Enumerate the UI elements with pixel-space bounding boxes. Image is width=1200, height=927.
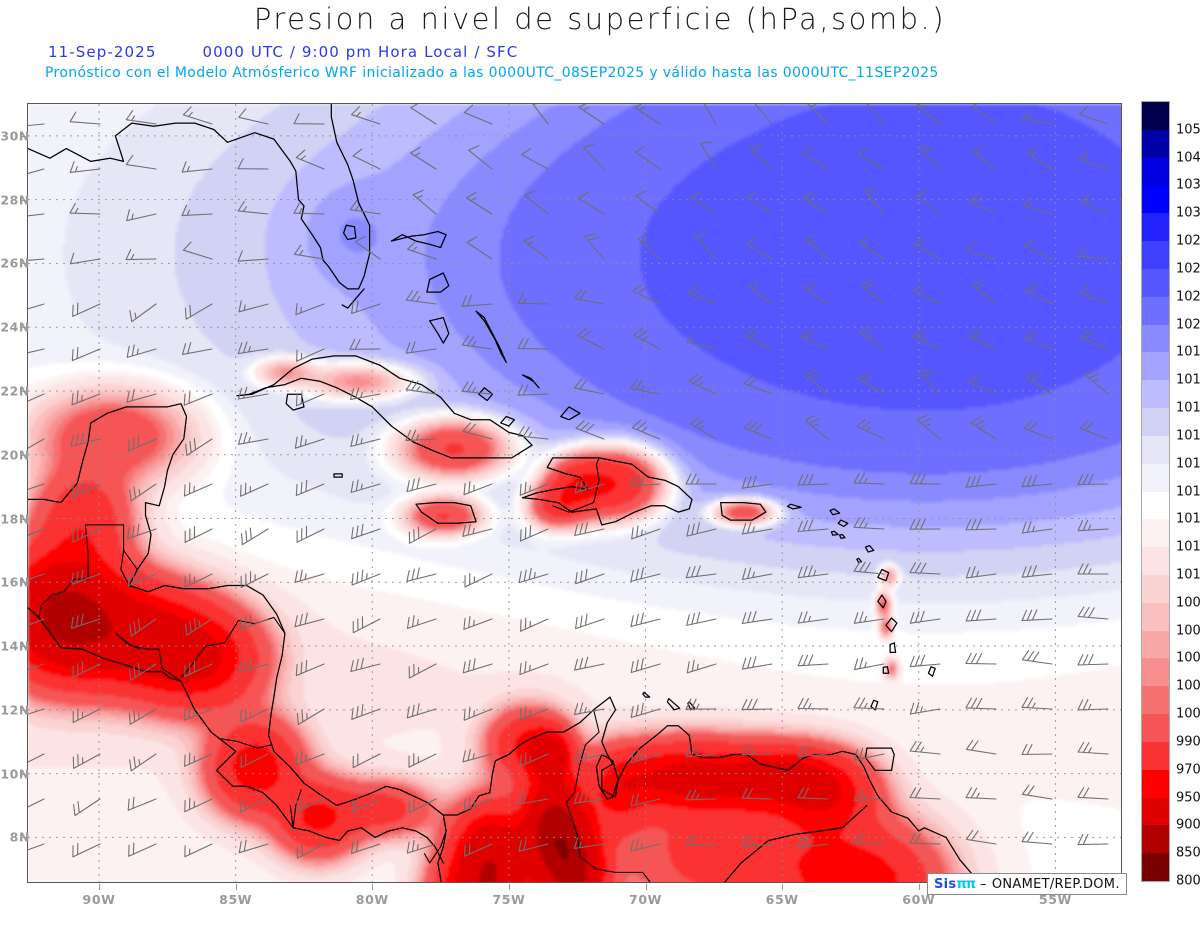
longitude-tick bbox=[372, 884, 373, 890]
colorbar-segment bbox=[1142, 770, 1169, 798]
colorbar-segment bbox=[1142, 603, 1169, 631]
latitude-tick bbox=[21, 263, 27, 264]
colorbar-tick-label: 1035 bbox=[1176, 178, 1200, 193]
colorbar-segment bbox=[1142, 798, 1169, 826]
colorbar-tick-label: 950 bbox=[1176, 790, 1200, 805]
longitude-tick bbox=[236, 884, 237, 890]
longitude-tick bbox=[99, 884, 100, 890]
colorbar-segment bbox=[1142, 158, 1169, 186]
colorbar-tick-label: 1015 bbox=[1176, 456, 1200, 471]
colorbar-segment bbox=[1142, 575, 1169, 603]
colorbar-segment bbox=[1142, 297, 1169, 325]
cycle-time: 0000 UTC / 9:00 pm Hora Local / SFC bbox=[202, 43, 518, 61]
colorbar-segment bbox=[1142, 408, 1169, 436]
colorbar-tick-label: 1028 bbox=[1176, 234, 1200, 249]
colorbar-tick-label: 1000 bbox=[1176, 707, 1200, 722]
pressure-colorbar bbox=[1141, 101, 1170, 882]
colorbar-segment bbox=[1142, 213, 1169, 241]
logo-sis-text: Sis bbox=[934, 877, 956, 892]
latitude-tick bbox=[21, 327, 27, 328]
colorbar-tick-label: 970 bbox=[1176, 762, 1200, 777]
map-plot-area: 30N 28N 26N 24N 22N 20N 18N 16N 14N 12N 10N 8N 90W 8… bbox=[27, 103, 1122, 883]
colorbar-tick-label: 900 bbox=[1176, 818, 1200, 833]
colorbar-segment bbox=[1142, 130, 1169, 158]
longitude-tick-label: 75W bbox=[492, 892, 525, 907]
colorbar-tick-label: 1012 bbox=[1176, 540, 1200, 555]
longitude-tick bbox=[782, 884, 783, 890]
colorbar-tick-label: 1030 bbox=[1176, 206, 1200, 221]
logo-org-text: ONAMET/REP.DOM. bbox=[992, 877, 1120, 892]
longitude-tick bbox=[646, 884, 647, 890]
colorbar-tick-label: 1050 bbox=[1176, 122, 1200, 137]
forecast-date: 11-Sep-2025 bbox=[48, 43, 156, 61]
colorbar-tick-label: 850 bbox=[1176, 846, 1200, 861]
longitude-tick-label: 90W bbox=[83, 892, 116, 907]
colorbar-segment bbox=[1142, 436, 1169, 464]
colorbar-tick-label: 1014 bbox=[1176, 484, 1200, 499]
longitude-tick bbox=[509, 884, 510, 890]
colorbar-tick-label: 1018 bbox=[1176, 373, 1200, 388]
colorbar-tick-label: 1025 bbox=[1176, 261, 1200, 276]
colorbar-segment bbox=[1142, 185, 1169, 213]
colorbar-segment bbox=[1142, 352, 1169, 380]
colorbar-segment bbox=[1142, 519, 1169, 547]
colorbar-segment bbox=[1142, 742, 1169, 770]
attribution-logo: Sis ππ – ONAMET/REP.DOM. bbox=[927, 873, 1127, 895]
colorbar-tick-label: 1008 bbox=[1176, 595, 1200, 610]
page-title: Presion a nivel de superficie (hPa,somb.… bbox=[0, 2, 1200, 36]
colorbar-segment bbox=[1142, 658, 1169, 686]
colorbar-tick-label: 990 bbox=[1176, 734, 1200, 749]
latitude-tick bbox=[21, 582, 27, 583]
latitude-tick bbox=[21, 710, 27, 711]
longitude-tick-label: 80W bbox=[356, 892, 389, 907]
colorbar-tick-label: 1022 bbox=[1176, 289, 1200, 304]
latitude-tick bbox=[21, 455, 27, 456]
colorbar-segment bbox=[1142, 853, 1169, 881]
colorbar-segment bbox=[1142, 102, 1169, 130]
colorbar-tick-label: 1013 bbox=[1176, 512, 1200, 527]
latitude-tick bbox=[21, 646, 27, 647]
colorbar-segment bbox=[1142, 825, 1169, 853]
latitude-tick bbox=[21, 136, 27, 137]
colorbar-tick-label: 1006 bbox=[1176, 623, 1200, 638]
colorbar-tick-label: 1004 bbox=[1176, 651, 1200, 666]
colorbar-segment bbox=[1142, 380, 1169, 408]
model-description: Pronóstico con el Modelo Atmósferico WRF… bbox=[45, 65, 939, 81]
colorbar-tick-label: 1010 bbox=[1176, 567, 1200, 582]
colorbar-segment bbox=[1142, 241, 1169, 269]
colorbar-tick-label: 1020 bbox=[1176, 317, 1200, 332]
colorbar-tick-label: 1016 bbox=[1176, 428, 1200, 443]
map-canvas bbox=[27, 103, 1122, 883]
colorbar-tick-label: 1019 bbox=[1176, 345, 1200, 360]
colorbar-segment bbox=[1142, 547, 1169, 575]
latitude-tick bbox=[21, 837, 27, 838]
chart-header: Presion a nivel de superficie (hPa,somb.… bbox=[0, 0, 1200, 96]
colorbar-segment bbox=[1142, 464, 1169, 492]
colorbar-segment bbox=[1142, 492, 1169, 520]
colorbar-segment bbox=[1142, 269, 1169, 297]
colorbar-tick-label: 800 bbox=[1176, 874, 1200, 889]
latitude-tick bbox=[21, 774, 27, 775]
latitude-tick bbox=[21, 519, 27, 520]
longitude-tick-label: 65W bbox=[766, 892, 799, 907]
latitude-tick bbox=[21, 391, 27, 392]
longitude-tick-label: 85W bbox=[219, 892, 252, 907]
colorbar-segment bbox=[1142, 631, 1169, 659]
longitude-tick-label: 70W bbox=[629, 892, 662, 907]
logo-tt-icon: ππ bbox=[956, 877, 975, 892]
longitude-tick bbox=[919, 884, 920, 890]
latitude-tick bbox=[21, 200, 27, 201]
valid-time-line: 11-Sep-2025 0000 UTC / 9:00 pm Hora Local… bbox=[48, 43, 518, 61]
colorbar-segment bbox=[1142, 325, 1169, 353]
map-svg bbox=[28, 104, 1121, 882]
colorbar-tick-label: 1017 bbox=[1176, 401, 1200, 416]
colorbar-segment bbox=[1142, 714, 1169, 742]
colorbar-tick-label: 1002 bbox=[1176, 679, 1200, 694]
colorbar-tick-label: 1040 bbox=[1176, 150, 1200, 165]
logo-dash: – bbox=[975, 877, 992, 892]
colorbar-segment bbox=[1142, 686, 1169, 714]
